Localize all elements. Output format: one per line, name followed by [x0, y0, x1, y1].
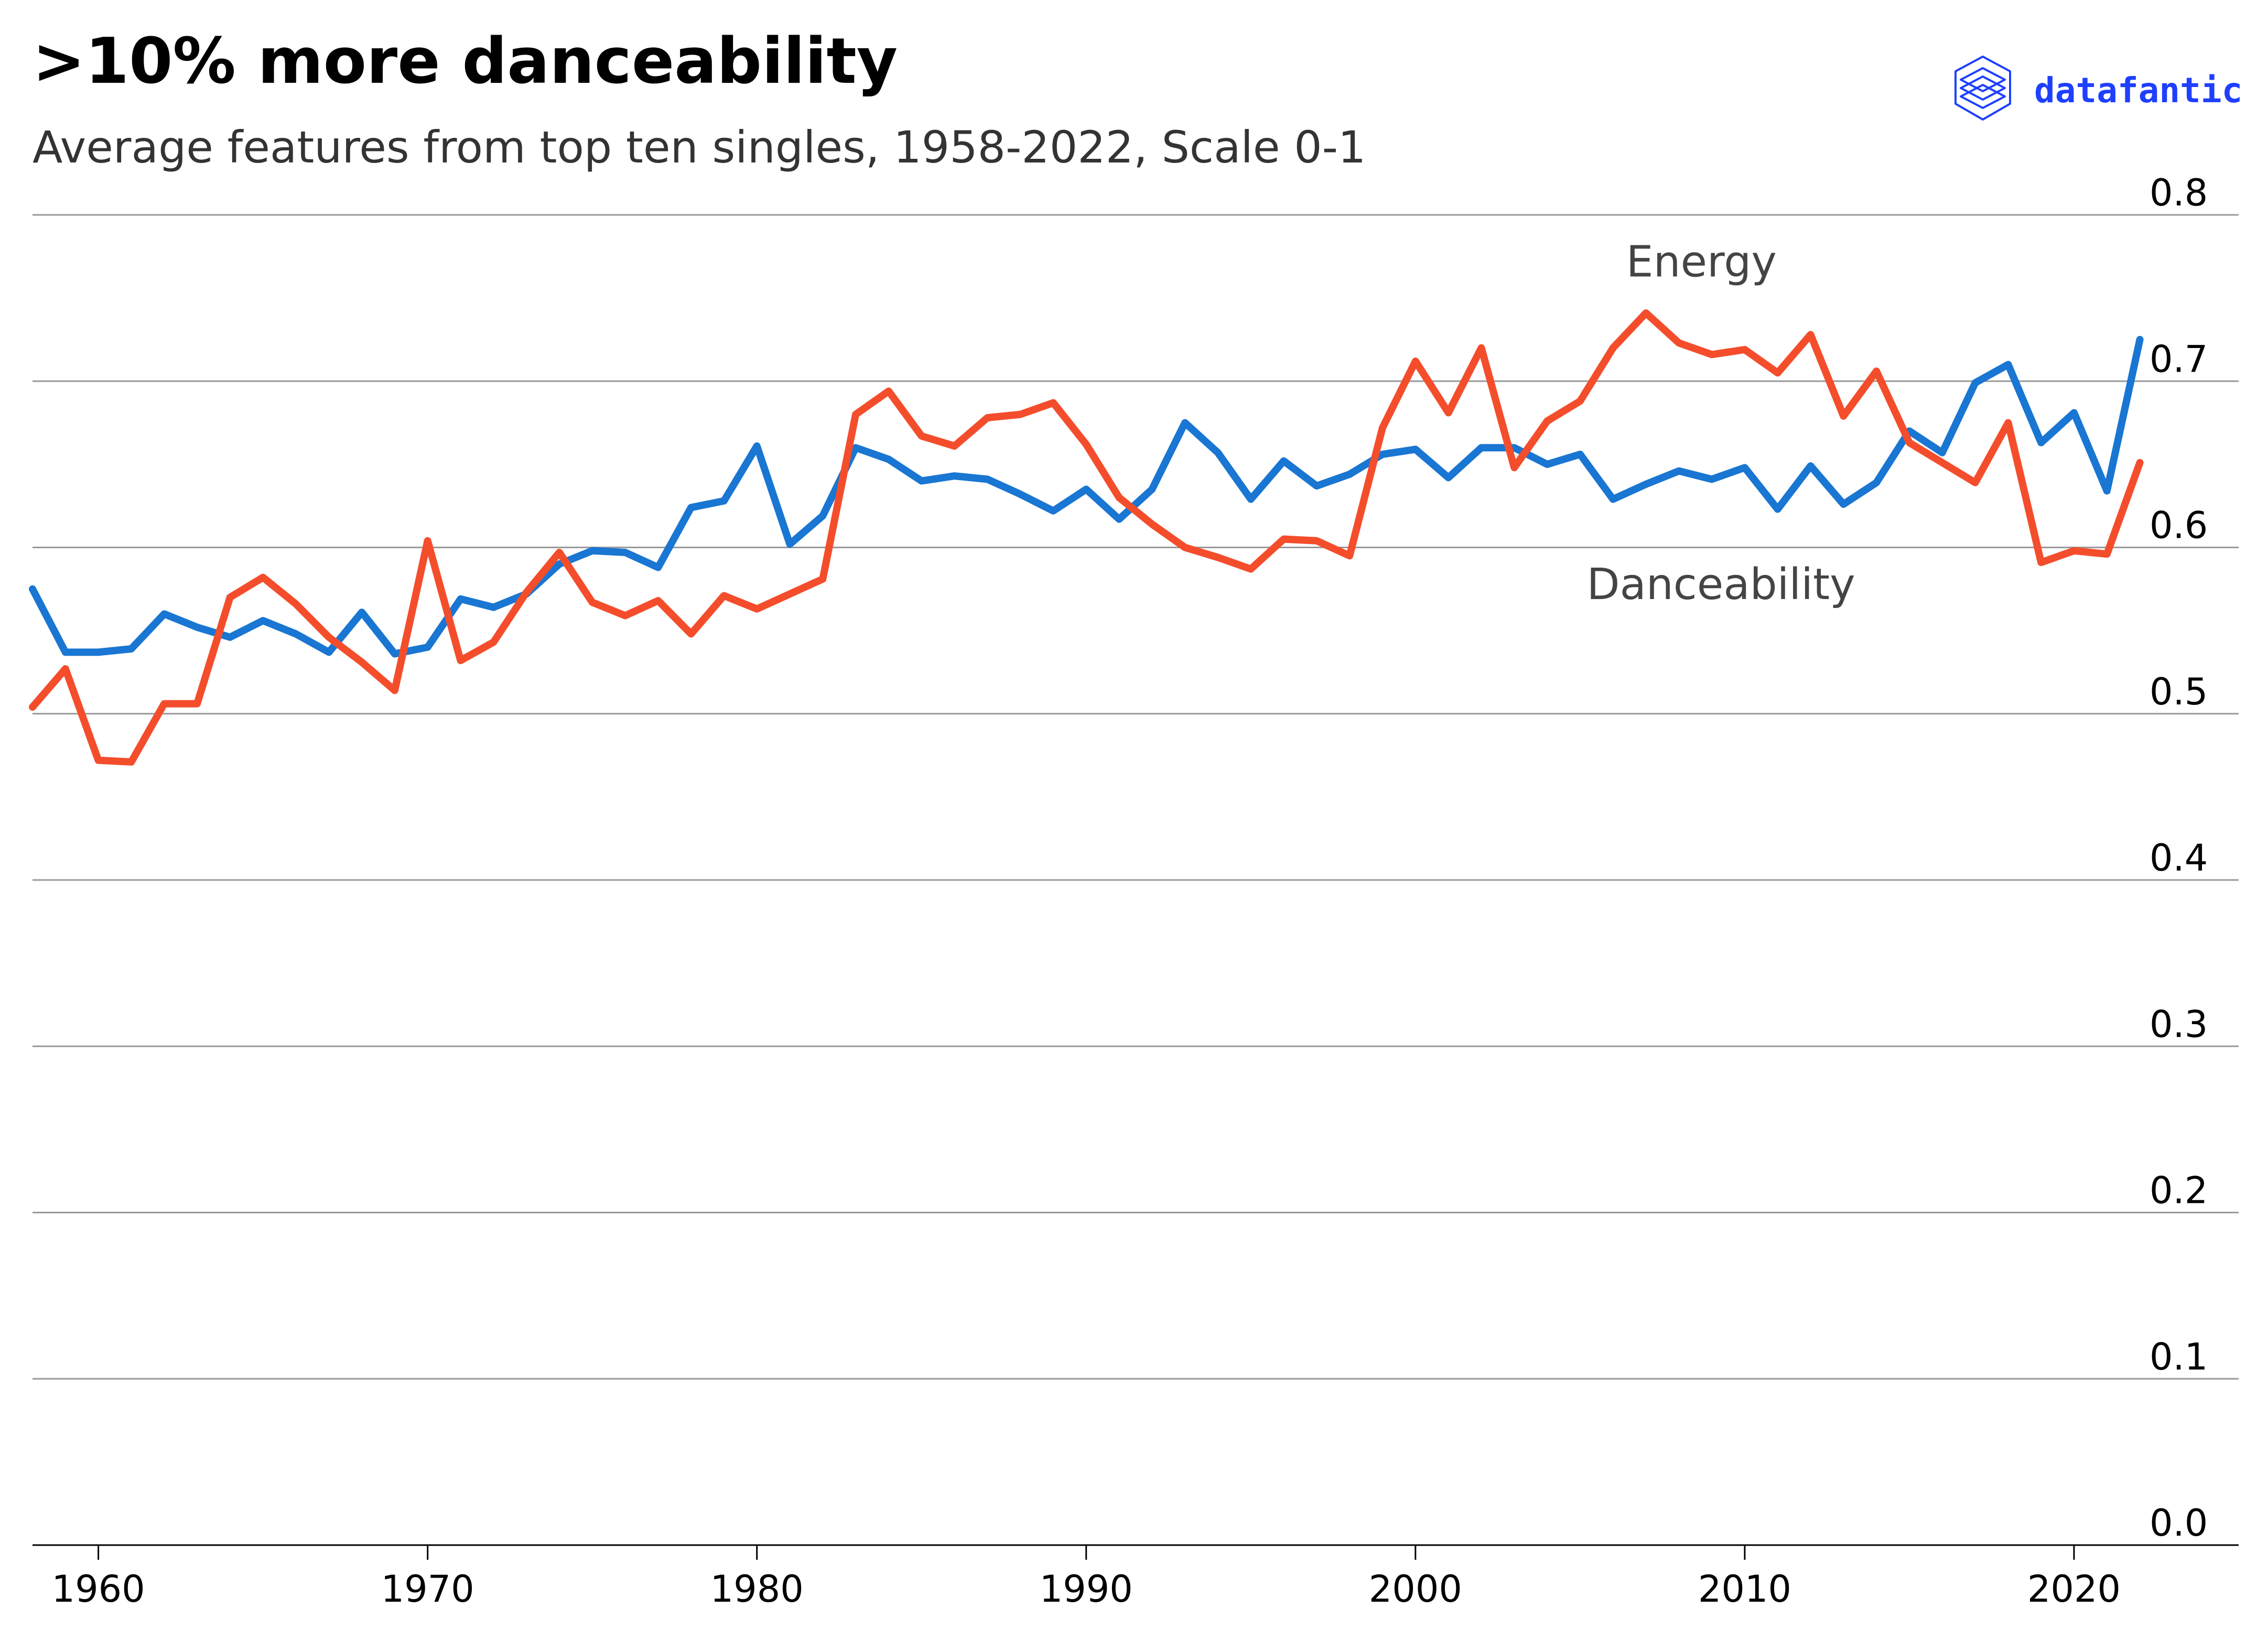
- x-tick-label: 2010: [1698, 1568, 1791, 1611]
- layered-stack-icon: [1954, 56, 2011, 121]
- series-line-energy: [29, 309, 2144, 766]
- series-label-energy: Energy: [1626, 237, 1777, 287]
- x-tick-label: 1960: [52, 1568, 145, 1611]
- y-tick-label: 0.7: [2150, 338, 2208, 381]
- x-tick-label: 2000: [1369, 1568, 1462, 1611]
- y-tick-label: 0.3: [2150, 1003, 2208, 1046]
- series-line-danceability: [29, 335, 2144, 658]
- x-tick-label: 1980: [710, 1568, 804, 1611]
- chart-subtitle: Average features from top ten singles, 1…: [33, 122, 1366, 173]
- series-label-danceability: Danceability: [1586, 560, 1855, 610]
- y-tick-label: 0.8: [2150, 171, 2208, 214]
- x-tick-label: 1970: [381, 1568, 474, 1611]
- y-tick-label: 0.1: [2150, 1335, 2208, 1378]
- y-tick-label: 0.4: [2150, 836, 2208, 879]
- series-lines: [29, 309, 2144, 766]
- x-tick-label: 1990: [1040, 1568, 1133, 1611]
- y-tick-label: 0.0: [2150, 1502, 2208, 1545]
- series-labels: Danceability Energy: [1586, 237, 1855, 609]
- x-tick-label: 2020: [2027, 1568, 2121, 1611]
- brand-name: datafantic: [2034, 70, 2243, 111]
- y-tick-label: 0.5: [2150, 670, 2208, 713]
- chart-title: >10% more danceability: [33, 25, 898, 98]
- y-tick-label: 0.2: [2150, 1169, 2208, 1212]
- y-tick-label: 0.6: [2150, 504, 2208, 547]
- x-axis: 0.0 0.1 0.2 0.3 0.4 0.5 0.6 0.7 0.8 1960 1970 1980 1…: [33, 171, 2239, 1611]
- grid-lines: [33, 214, 2239, 1380]
- brand-logo: datafantic: [1946, 52, 2245, 126]
